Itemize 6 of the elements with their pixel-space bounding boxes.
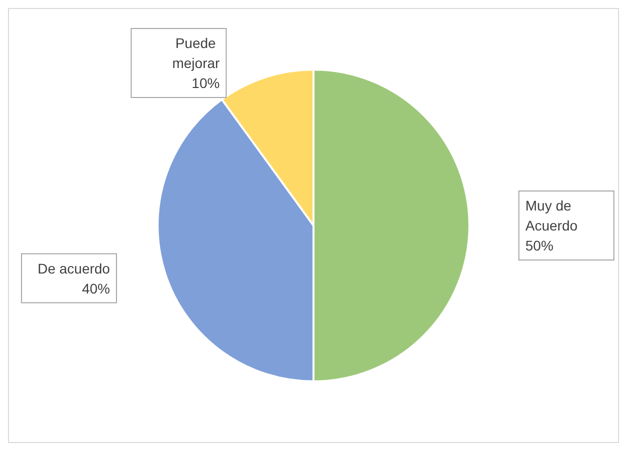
data-label: 10% — [192, 74, 220, 91]
slice-label: De acuerdo — [38, 260, 110, 276]
data-label: 50% — [525, 238, 554, 254]
data-label: 40% — [82, 280, 110, 296]
slice-label: Muy de Acuerdo — [525, 198, 578, 234]
slice-label: Puede mejorar — [172, 34, 220, 71]
